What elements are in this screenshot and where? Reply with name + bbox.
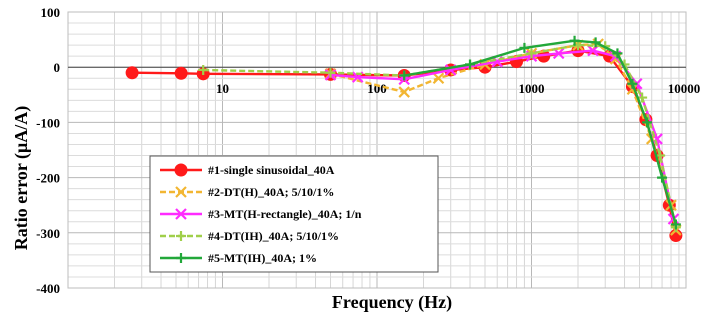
data-point [526, 48, 537, 59]
legend-label: #5-MT(IH)_40A; 1% [208, 251, 317, 265]
x-tick-label: 100 [367, 81, 387, 96]
data-point [432, 72, 445, 85]
data-point [670, 219, 681, 230]
y-axis-title: Ratio error (μA/A) [11, 106, 32, 251]
x-tick-label: 10000 [668, 81, 701, 96]
y-tick-label: -300 [36, 226, 60, 241]
y-tick-label: 100 [41, 5, 61, 20]
legend-marker [176, 231, 186, 241]
y-tick-label: -400 [36, 281, 60, 296]
y-tick-label: 0 [54, 60, 61, 75]
data-point [198, 64, 209, 75]
x-tick-label: 1000 [519, 81, 545, 96]
legend-marker [174, 163, 188, 177]
x-tick-labels: 10 100 1000 10000 [216, 81, 700, 96]
legend-marker [175, 186, 187, 198]
legend-label: #1-single sinusoidal_40A [208, 163, 335, 177]
legend-marker [176, 253, 186, 263]
data-point [569, 35, 580, 46]
series-line [404, 39, 678, 225]
series-group [125, 35, 683, 243]
legend-marker [175, 208, 187, 220]
legend-label: #3-MT(H-rectangle)_40A; 1/n [208, 207, 362, 221]
data-point [642, 117, 653, 128]
legend: #1-single sinusoidal_40A #2-DT(H)_40A; 5/… [149, 155, 439, 273]
data-point [398, 86, 410, 98]
data-point [612, 48, 623, 59]
x-axis-title: Frequency (Hz) [332, 292, 452, 313]
data-point [125, 66, 139, 80]
data-point [519, 42, 530, 53]
data-point [399, 70, 410, 81]
plot-border [67, 11, 687, 289]
data-point [174, 66, 188, 80]
series-5 [399, 35, 681, 230]
y-tick-label: -200 [36, 171, 60, 186]
legend-label: #2-DT(H)_40A; 5/10/1% [208, 185, 334, 199]
series-line [203, 43, 678, 228]
y-tick-labels: 100 0 -100 -200 -300 -400 [36, 5, 60, 296]
axes [67, 11, 687, 289]
data-point [627, 78, 638, 89]
x-tick-label: 10 [216, 81, 229, 96]
data-point [325, 67, 336, 78]
data-point [465, 59, 476, 70]
data-point [657, 172, 668, 183]
legend-label: #4-DT(IH)_40A; 5/10/1% [208, 229, 339, 243]
data-point [590, 37, 601, 48]
y-tick-label: -100 [36, 115, 60, 130]
